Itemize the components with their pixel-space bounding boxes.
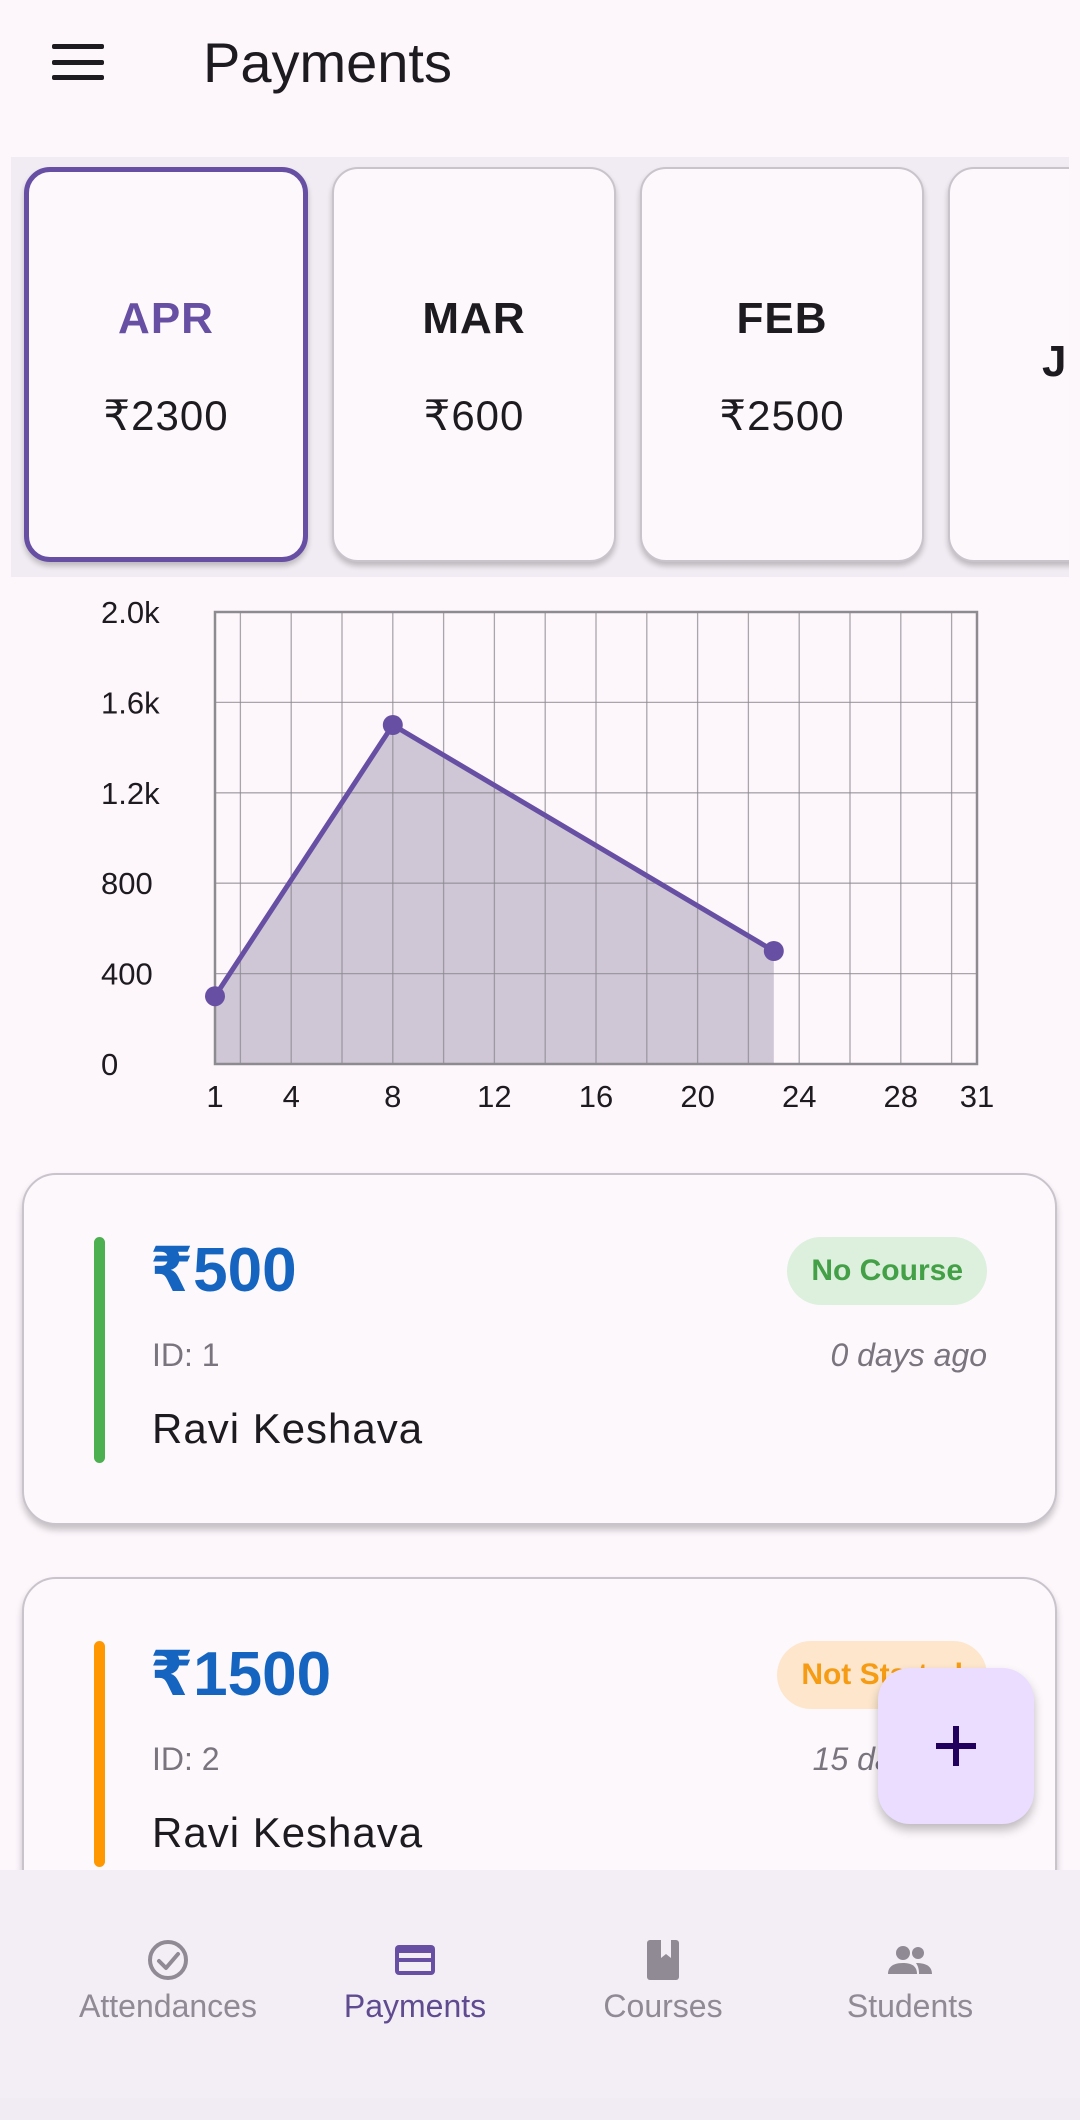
month-name: APR	[118, 294, 214, 343]
x-tick-label: 4	[283, 1079, 300, 1114]
y-tick-label: 400	[101, 957, 153, 992]
check-circle-icon	[148, 1940, 188, 1980]
x-tick-label: 28	[884, 1079, 918, 1114]
x-tick-label: 1	[206, 1079, 223, 1114]
y-tick-label: 2.0k	[101, 595, 160, 630]
payment-amount: ₹500	[150, 1236, 297, 1305]
status-bar	[94, 1641, 105, 1867]
month-amount: ₹2500	[719, 392, 845, 439]
month-amount: ₹2300	[103, 392, 229, 439]
payment-card[interactable]: ₹500 No Course ID: 1 0 days ago Ravi Kes…	[22, 1173, 1057, 1525]
page-title: Payments	[203, 31, 452, 94]
status-bar	[94, 1237, 105, 1463]
data-point	[205, 986, 225, 1007]
payment-time: 0 days ago	[830, 1337, 987, 1373]
x-tick-label: 12	[477, 1079, 511, 1114]
book-icon	[647, 1940, 679, 1980]
top-app-bar: Payments	[0, 0, 1080, 130]
y-tick-label: 800	[101, 866, 153, 901]
payment-id: ID: 2	[152, 1741, 220, 1777]
nav-item-attendances[interactable]: Attendances	[33, 1870, 303, 2098]
data-point	[763, 941, 784, 961]
add-payment-button[interactable]	[878, 1668, 1034, 1824]
data-point	[382, 715, 403, 735]
month-name: MAR	[422, 294, 526, 343]
nav-item-courses[interactable]: Courses	[528, 1870, 798, 2098]
x-tick-label: 24	[782, 1079, 816, 1114]
month-card-mar[interactable]: MAR ₹600	[332, 167, 616, 562]
x-tick-label: 20	[680, 1079, 714, 1114]
bottom-navigation: Attendances Payments Courses	[0, 1870, 1080, 2098]
payment-amount: ₹1500	[150, 1640, 332, 1709]
status-badge: No Course	[787, 1237, 987, 1305]
payments-chart-svg: 0 400 800 1.2k 1.6k 2.0k 1 4 8 12 16 20 24 28 31	[101, 595, 994, 1114]
credit-card-icon	[395, 1945, 435, 1975]
month-name: FEB	[736, 294, 828, 343]
student-name: Ravi Keshava	[152, 1809, 424, 1856]
payments-chart: 0 400 800 1.2k 1.6k 2.0k 1 4 8 12 16 20 24 28 31	[0, 585, 1080, 1125]
menu-button[interactable]	[36, 20, 120, 104]
nav-item-payments[interactable]: Payments	[280, 1870, 550, 2098]
x-tick-label: 8	[384, 1079, 401, 1114]
month-selector[interactable]: APR ₹2300 MAR ₹600 FEB ₹2500 J	[11, 157, 1069, 577]
month-card-jan[interactable]: J	[948, 167, 1069, 562]
y-tick-label: 1.2k	[101, 776, 160, 811]
x-tick-label: 31	[960, 1079, 994, 1114]
nav-label: Attendances	[79, 1988, 257, 2024]
plus-icon	[936, 1726, 976, 1766]
x-tick-label: 16	[579, 1079, 613, 1114]
month-card-apr[interactable]: APR ₹2300	[24, 167, 308, 562]
y-tick-label: 1.6k	[101, 685, 160, 720]
nav-label: Courses	[603, 1988, 723, 2024]
nav-label: Payments	[343, 1988, 487, 2024]
month-name: J	[1042, 337, 1068, 386]
system-gesture-bar	[0, 2098, 1080, 2120]
people-icon	[888, 1946, 932, 1974]
y-tick-label: 0	[101, 1047, 118, 1082]
hamburger-menu-icon	[52, 44, 104, 80]
nav-item-students[interactable]: Students	[775, 1870, 1045, 2098]
month-amount: ₹600	[423, 392, 525, 439]
plot-border	[213, 610, 979, 1066]
month-card-feb[interactable]: FEB ₹2500	[640, 167, 924, 562]
student-name: Ravi Keshava	[152, 1405, 424, 1452]
payment-id: ID: 1	[152, 1337, 220, 1373]
nav-label: Students	[846, 1988, 974, 2024]
